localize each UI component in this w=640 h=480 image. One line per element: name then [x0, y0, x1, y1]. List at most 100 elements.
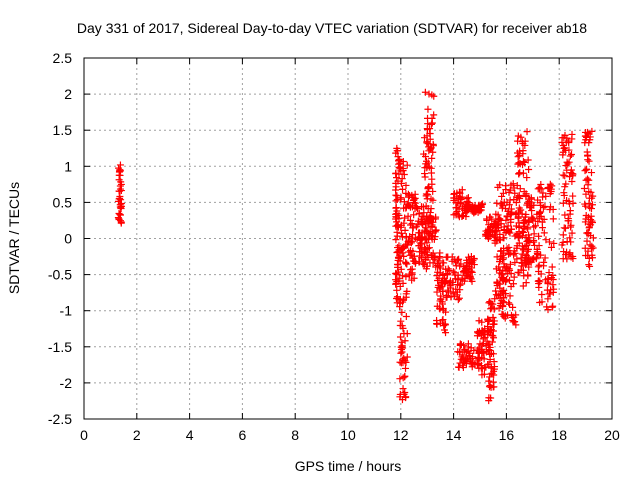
data-point [115, 171, 123, 179]
x-tick-label: 4 [186, 427, 194, 443]
data-point [398, 308, 406, 316]
data-point [521, 257, 529, 265]
data-point [417, 233, 425, 241]
data-point [456, 188, 464, 196]
data-point [402, 364, 410, 372]
data-point [440, 322, 448, 330]
data-point [494, 221, 502, 229]
data-point [455, 294, 463, 302]
data-point [504, 222, 512, 230]
data-point [427, 205, 435, 213]
data-point [484, 232, 492, 240]
data-point [523, 128, 531, 136]
data-point [463, 195, 471, 203]
data-point [561, 172, 569, 180]
data-point [544, 295, 552, 303]
data-point [494, 279, 502, 287]
data-point [398, 322, 406, 330]
data-point [565, 217, 573, 225]
data-point [499, 303, 507, 311]
data-point [458, 213, 466, 221]
data-point [399, 185, 407, 193]
data-point [424, 105, 432, 113]
data-point [477, 364, 485, 372]
data-point [587, 188, 595, 196]
data-point [433, 320, 441, 328]
data-point [439, 306, 447, 314]
data-point [403, 353, 411, 361]
x-tick-label: 14 [446, 427, 462, 443]
data-point [515, 210, 523, 218]
data-point [429, 142, 437, 150]
data-point [539, 193, 547, 201]
data-point [403, 161, 411, 169]
data-point [478, 318, 486, 326]
data-point [485, 316, 493, 324]
data-point [117, 180, 125, 188]
data-point [562, 162, 570, 170]
data-point [506, 292, 514, 300]
data-point [479, 349, 487, 357]
data-point [405, 270, 413, 278]
data-point [402, 259, 410, 267]
data-point [501, 314, 509, 322]
data-point [424, 219, 432, 227]
data-point [538, 291, 546, 299]
data-point [559, 142, 567, 150]
data-point [392, 170, 400, 178]
data-point [558, 134, 566, 142]
data-point [521, 213, 529, 221]
data-point [436, 269, 444, 277]
data-point [397, 317, 405, 325]
x-tick-label: 20 [604, 427, 620, 443]
data-point [429, 187, 437, 195]
data-point [496, 181, 504, 189]
x-tick-label: 8 [291, 427, 299, 443]
data-point [428, 233, 436, 241]
data-point [411, 190, 419, 198]
data-point [487, 364, 495, 372]
data-point [402, 181, 410, 189]
data-point [533, 248, 541, 256]
data-point [439, 270, 447, 278]
data-point [561, 224, 569, 232]
data-point [525, 195, 533, 203]
data-point [569, 252, 577, 260]
data-point [542, 236, 550, 244]
data-point [580, 185, 588, 193]
data-point [500, 234, 508, 242]
data-point [422, 253, 430, 261]
data-point [435, 253, 443, 261]
data-point [506, 300, 514, 308]
data-point [464, 271, 472, 279]
data-point [581, 218, 589, 226]
data-point [505, 201, 513, 209]
data-point [564, 137, 572, 145]
data-point [425, 229, 433, 237]
data-point [453, 256, 461, 264]
data-point [514, 149, 522, 157]
data-point [497, 273, 505, 281]
data-point [421, 224, 429, 232]
data-point [510, 313, 518, 321]
data-point [507, 211, 515, 219]
data-point [467, 275, 475, 283]
data-point [443, 293, 451, 301]
data-point [497, 200, 505, 208]
data-point [424, 245, 432, 253]
data-point [428, 91, 436, 99]
data-point [535, 242, 543, 250]
data-point [399, 385, 407, 393]
data-point [544, 306, 552, 314]
data-point [540, 262, 548, 270]
data-point [116, 210, 124, 218]
data-point [512, 199, 520, 207]
data-point [526, 203, 534, 211]
data-point [401, 337, 409, 345]
data-point [433, 288, 441, 296]
data-point [498, 288, 506, 296]
y-tick-label: 0 [64, 231, 72, 247]
data-point [464, 355, 472, 363]
data-point [436, 284, 444, 292]
data-point [534, 217, 542, 225]
